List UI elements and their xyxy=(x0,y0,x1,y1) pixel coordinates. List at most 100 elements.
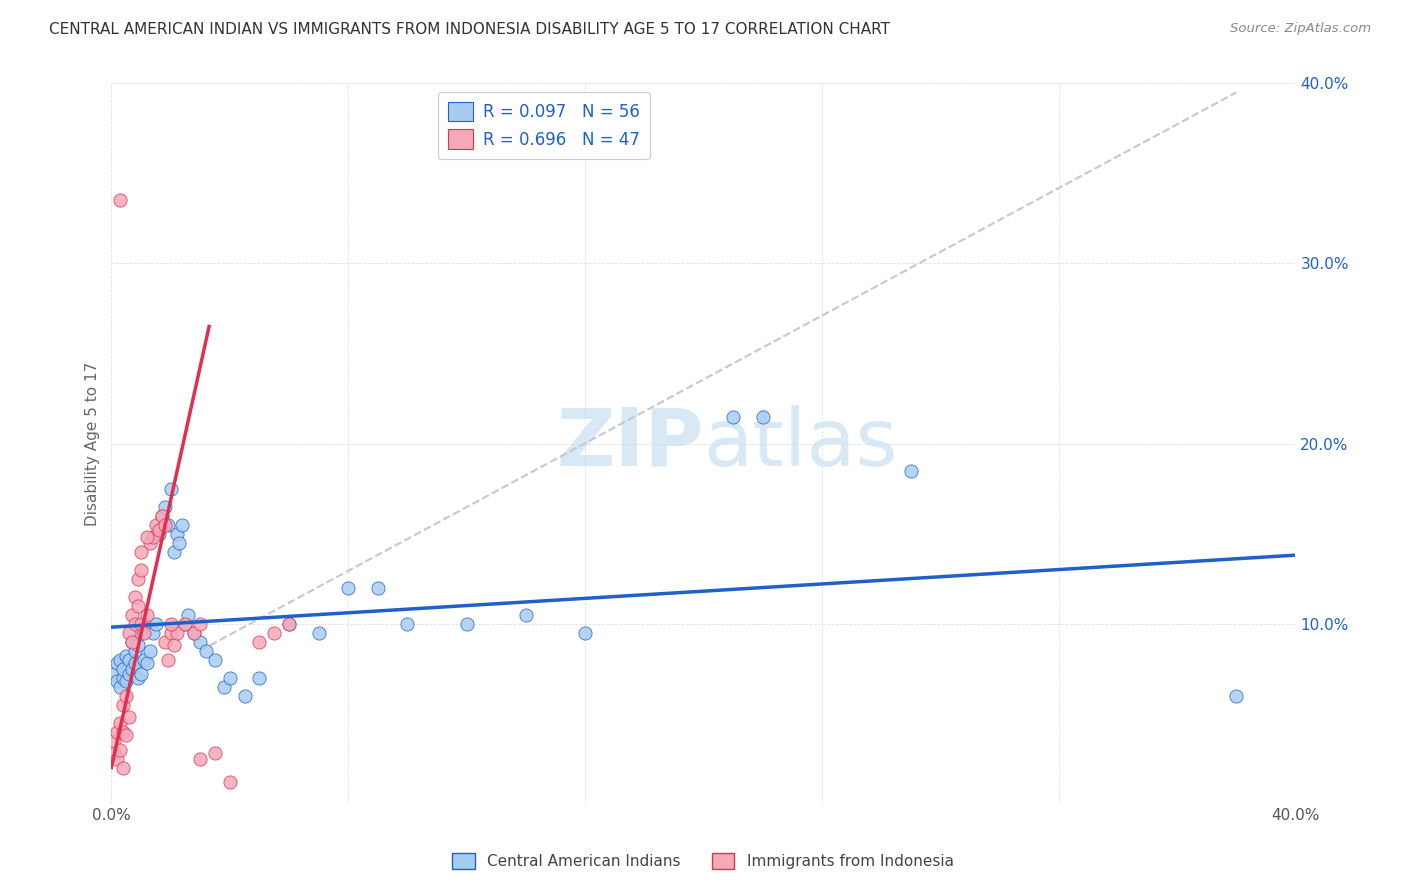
Point xyxy=(129,625,152,640)
Point xyxy=(145,616,167,631)
Point xyxy=(188,751,211,765)
Point xyxy=(142,530,165,544)
Point xyxy=(367,581,389,595)
Point xyxy=(136,607,159,622)
Point xyxy=(142,625,165,640)
Point xyxy=(118,667,141,681)
Point xyxy=(150,508,173,523)
Point xyxy=(249,634,271,648)
Point xyxy=(136,530,159,544)
Point xyxy=(212,680,235,694)
Point xyxy=(118,710,141,724)
Point xyxy=(900,464,922,478)
Point xyxy=(110,680,132,694)
Point xyxy=(129,544,152,558)
Point xyxy=(127,599,149,613)
Point xyxy=(218,671,240,685)
Text: CENTRAL AMERICAN INDIAN VS IMMIGRANTS FROM INDONESIA DISABILITY AGE 5 TO 17 CORR: CENTRAL AMERICAN INDIAN VS IMMIGRANTS FR… xyxy=(49,22,890,37)
Point xyxy=(127,671,149,685)
Point xyxy=(145,517,167,532)
Point xyxy=(233,689,256,703)
Point xyxy=(139,535,162,549)
Point xyxy=(105,724,128,739)
Point xyxy=(121,634,143,648)
Point xyxy=(103,733,125,747)
Point xyxy=(278,616,301,631)
Point xyxy=(139,643,162,657)
Point xyxy=(456,616,478,631)
Point xyxy=(136,656,159,670)
Point xyxy=(110,715,132,730)
Point xyxy=(112,761,135,775)
Point xyxy=(124,656,146,670)
Point xyxy=(112,662,135,676)
Point xyxy=(129,563,152,577)
Point xyxy=(177,607,200,622)
Point xyxy=(153,517,176,532)
Point xyxy=(249,671,271,685)
Point xyxy=(112,671,135,685)
Point xyxy=(118,625,141,640)
Point xyxy=(396,616,419,631)
Point xyxy=(166,625,188,640)
Point xyxy=(148,526,170,541)
Point xyxy=(118,652,141,666)
Point xyxy=(129,667,152,681)
Point xyxy=(515,607,537,622)
Point xyxy=(751,409,773,424)
Point xyxy=(121,607,143,622)
Point xyxy=(278,616,301,631)
Point xyxy=(112,724,135,739)
Point xyxy=(169,535,191,549)
Point xyxy=(127,638,149,652)
Point xyxy=(204,652,226,666)
Point xyxy=(110,652,132,666)
Point xyxy=(156,517,179,532)
Point xyxy=(308,625,330,640)
Point xyxy=(105,674,128,689)
Point xyxy=(162,544,184,558)
Point xyxy=(162,638,184,652)
Point xyxy=(204,746,226,760)
Point xyxy=(337,581,360,595)
Point xyxy=(218,775,240,789)
Point xyxy=(105,751,128,765)
Point xyxy=(103,667,125,681)
Legend: Central American Indians, Immigrants from Indonesia: Central American Indians, Immigrants fro… xyxy=(446,847,960,875)
Point xyxy=(574,625,596,640)
Point xyxy=(115,648,138,663)
Y-axis label: Disability Age 5 to 17: Disability Age 5 to 17 xyxy=(86,361,100,525)
Point xyxy=(129,616,152,631)
Point xyxy=(115,674,138,689)
Point xyxy=(156,652,179,666)
Point xyxy=(124,643,146,657)
Point xyxy=(115,689,138,703)
Point xyxy=(121,662,143,676)
Point xyxy=(188,616,211,631)
Point xyxy=(132,652,155,666)
Point xyxy=(159,625,181,640)
Point xyxy=(150,508,173,523)
Text: atlas: atlas xyxy=(703,405,898,483)
Point xyxy=(127,572,149,586)
Point xyxy=(721,409,744,424)
Text: Source: ZipAtlas.com: Source: ZipAtlas.com xyxy=(1230,22,1371,36)
Point xyxy=(124,590,146,604)
Point xyxy=(159,482,181,496)
Point xyxy=(124,616,146,631)
Point xyxy=(148,523,170,537)
Legend: R = 0.097   N = 56, R = 0.696   N = 47: R = 0.097 N = 56, R = 0.696 N = 47 xyxy=(437,92,650,159)
Point xyxy=(115,728,138,742)
Point xyxy=(183,625,205,640)
Point xyxy=(166,526,188,541)
Point xyxy=(159,616,181,631)
Point xyxy=(174,616,197,631)
Point xyxy=(172,517,194,532)
Point xyxy=(110,742,132,756)
Point xyxy=(132,616,155,631)
Point xyxy=(174,616,197,631)
Point xyxy=(103,746,125,760)
Point xyxy=(110,194,132,208)
Point xyxy=(183,625,205,640)
Point xyxy=(188,634,211,648)
